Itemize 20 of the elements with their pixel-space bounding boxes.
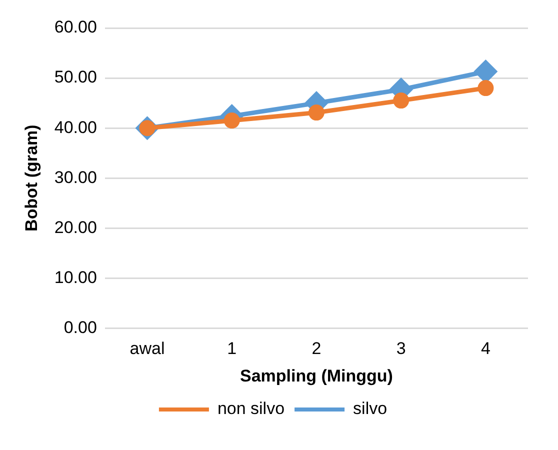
y-tick-label: 10.00: [54, 268, 97, 287]
point: [393, 92, 410, 109]
x-tick-label: 4: [480, 339, 490, 358]
y-tick-label: 0.00: [64, 318, 97, 337]
legend-label: non silvo: [217, 399, 285, 418]
y-axis-title: Bobot (gram): [22, 124, 41, 232]
x-tick-label: awal: [130, 339, 165, 358]
y-tick-label: 40.00: [54, 118, 97, 137]
x-tick-label: 2: [312, 339, 322, 358]
y-tick-label: 30.00: [54, 168, 97, 187]
point: [478, 80, 494, 96]
y-tick-label: 60.00: [54, 18, 97, 37]
y-tick-label: 20.00: [54, 218, 97, 237]
legend-label: silvo: [353, 399, 388, 418]
x-tick-label: 1: [227, 339, 237, 358]
x-tick-label: 3: [396, 339, 406, 358]
x-axis-title: Sampling (Minggu): [240, 366, 393, 386]
point: [308, 104, 324, 121]
y-tick-label: 50.00: [54, 68, 97, 87]
point: [224, 112, 240, 129]
